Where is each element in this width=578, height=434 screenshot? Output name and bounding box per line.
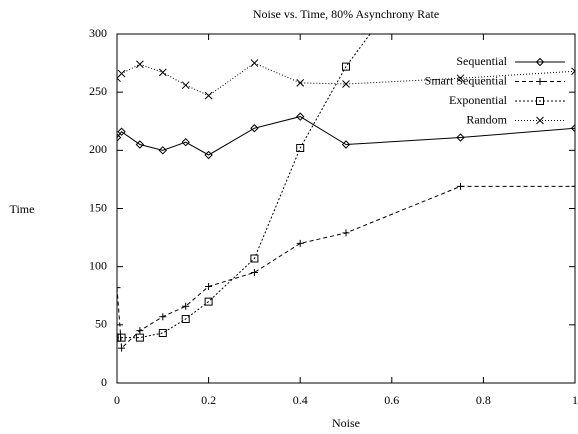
y-tick-label: 0 [101,375,107,389]
marker [135,140,145,149]
marker [342,62,350,71]
marker [181,81,190,90]
marker [457,182,464,190]
marker [181,137,190,147]
y-axis-label: Time [10,202,35,216]
marker [250,254,259,263]
y-tick-label: 50 [95,317,107,331]
series-line [117,185,575,350]
marker [182,302,190,310]
marker [296,144,305,153]
marker [536,78,544,85]
marker [570,124,575,133]
y-tick-label: 250 [89,84,107,98]
marker [571,182,575,190]
marker [296,239,304,247]
marker [342,229,350,237]
x-axis-label: Noise [332,416,360,430]
marker [158,328,167,337]
marker [117,133,122,142]
marker [250,268,258,276]
marker [456,133,465,142]
plot-area [117,34,575,352]
marker [136,60,144,69]
marker [204,91,213,100]
x-tick-label: 0.8 [476,393,491,407]
marker [341,140,351,149]
marker [295,112,305,121]
x-tick-label: 0.6 [384,393,399,407]
marker [135,333,144,342]
marker [250,124,259,133]
marker [342,80,350,88]
chart-title: Noise vs. Time, 80% Asynchrony Rate [253,7,439,21]
y-tick-label: 200 [89,142,107,156]
y-tick-label: 100 [89,258,107,272]
y-tick-label: 150 [89,200,107,214]
marker [536,116,544,125]
legend-label: Random [466,112,507,126]
marker [117,69,126,78]
marker [136,327,144,335]
series-line [117,34,371,339]
x-tick-label: 0 [114,393,120,407]
marker [456,74,465,83]
marker [204,150,213,160]
marker [536,97,544,105]
marker [117,333,126,342]
legend-label: Sequential [456,54,507,68]
marker [204,297,213,306]
legend-label: Smart Sequential [425,73,508,87]
marker [117,127,126,136]
marker [117,284,121,292]
marker [205,282,213,290]
series-line [117,116,575,156]
marker [181,315,190,324]
marker [118,344,126,352]
marker [159,313,167,321]
marker [158,146,168,155]
marker [158,68,167,77]
x-tick-label: 0.2 [201,393,216,407]
marker [571,67,575,76]
marker [250,59,259,67]
x-tick-label: 1 [572,393,578,407]
x-tick-label: 0.4 [293,393,308,407]
legend-label: Exponential [449,93,508,107]
marker [296,79,305,87]
y-tick-label: 300 [89,26,107,40]
marker [535,57,545,67]
